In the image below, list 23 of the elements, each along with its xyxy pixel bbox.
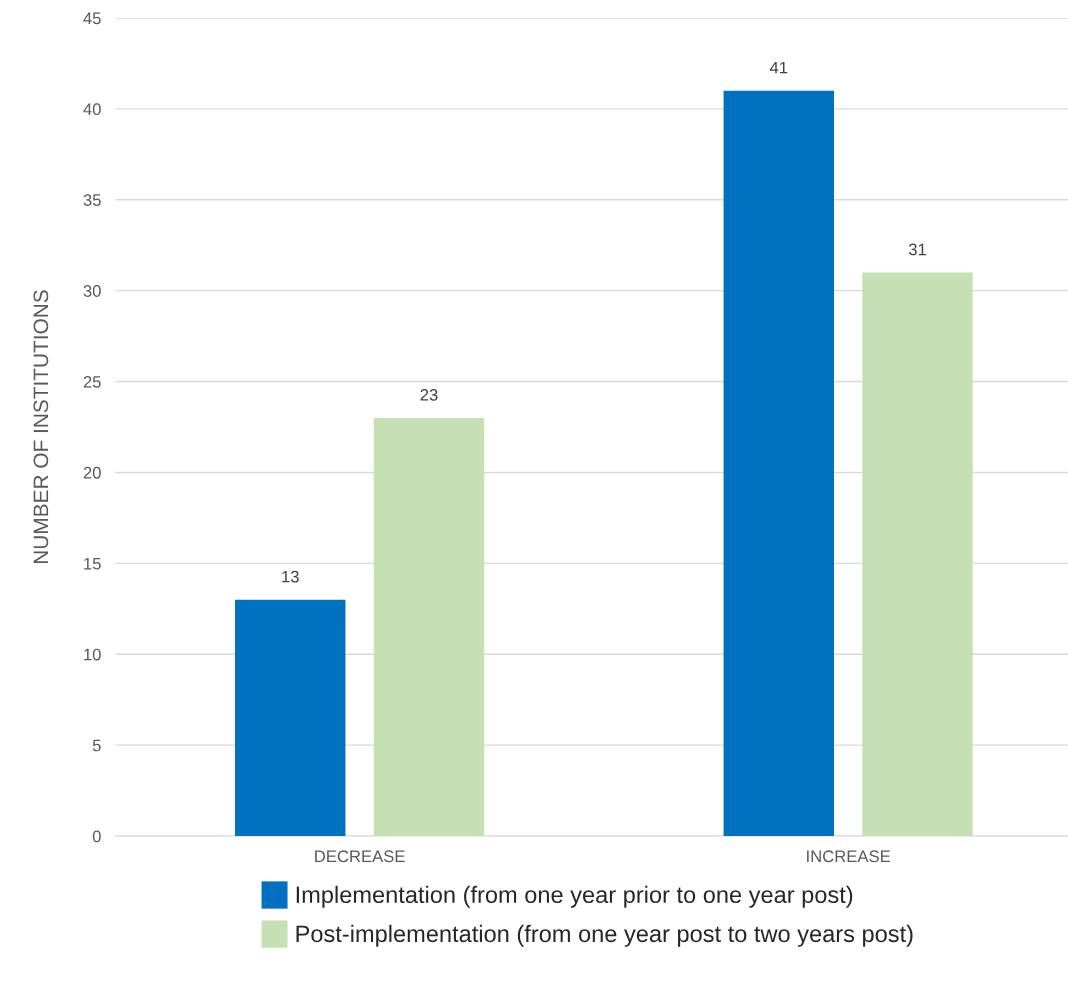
bar bbox=[723, 90, 834, 837]
x-tick-label: DECREASE bbox=[315, 850, 405, 863]
y-tick-label: 45 bbox=[83, 12, 101, 25]
y-tick-label: 25 bbox=[83, 375, 101, 388]
y-tick-label: 15 bbox=[84, 557, 101, 570]
y-tick-label: 10 bbox=[84, 648, 101, 661]
y-tick-label: 35 bbox=[83, 194, 101, 206]
bar bbox=[235, 599, 346, 837]
y-axis-title: NUMBER OF INSTITUTIONS bbox=[33, 290, 49, 564]
y-tick-label: 5 bbox=[92, 739, 101, 752]
data-label: 31 bbox=[908, 243, 926, 256]
x-tick-label: INCREASE bbox=[807, 850, 891, 863]
data-label: 41 bbox=[769, 61, 788, 74]
data-label: 23 bbox=[420, 388, 438, 401]
y-tick-label: 40 bbox=[83, 103, 101, 116]
data-label: 13 bbox=[282, 570, 299, 583]
y-tick-label: 20 bbox=[83, 466, 101, 479]
legend-label: Post-implementation (from one year post to two years post) bbox=[296, 924, 913, 947]
legend-label: Implementation (from one year prior to one year post) bbox=[296, 885, 853, 908]
bar bbox=[373, 417, 485, 837]
bar bbox=[862, 272, 973, 837]
y-tick-label: 30 bbox=[83, 285, 101, 297]
y-tick-label: 0 bbox=[92, 830, 101, 843]
